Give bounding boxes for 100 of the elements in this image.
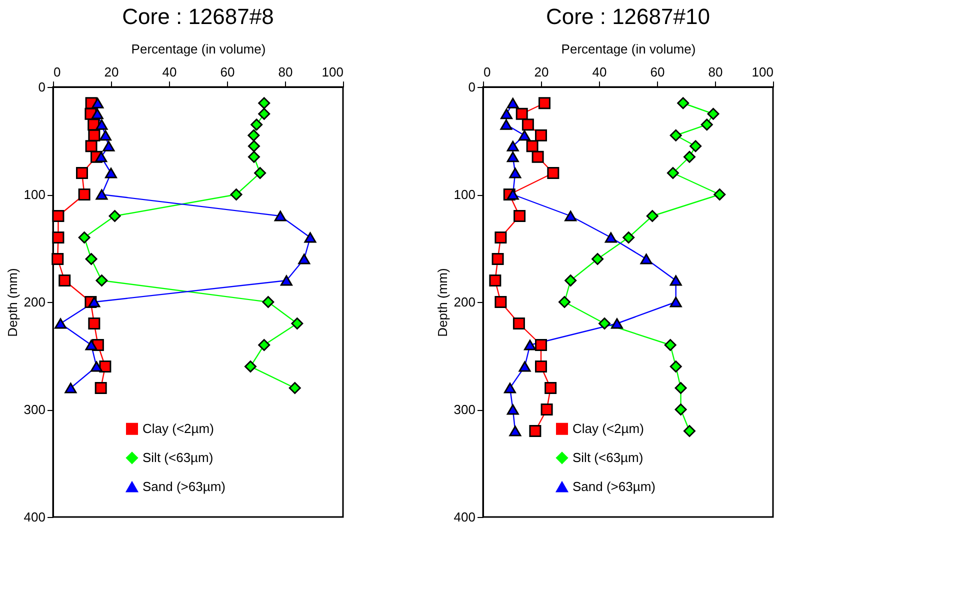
point	[96, 189, 108, 200]
point	[677, 97, 690, 110]
chart-title: Core : 12687#10	[546, 4, 710, 29]
legend-label: Sand (>63µm)	[142, 478, 226, 494]
point	[610, 318, 623, 329]
point	[640, 254, 652, 264]
point	[96, 274, 108, 286]
point	[280, 275, 292, 286]
point	[90, 361, 102, 372]
point	[92, 98, 104, 108]
point	[518, 361, 531, 372]
point	[540, 404, 553, 416]
chart-title: Core : 12687#8	[122, 4, 274, 29]
point	[102, 140, 115, 152]
point	[504, 382, 516, 394]
point	[494, 296, 507, 308]
point	[108, 210, 121, 222]
point	[96, 119, 108, 130]
x-tick-label: 0	[484, 64, 491, 80]
x-axis-title: Percentage (in volume)	[131, 42, 266, 56]
legend-label: Silt (<63µm)	[572, 450, 644, 465]
point	[670, 129, 682, 142]
y-tick-label: 200	[454, 294, 476, 310]
point	[95, 152, 108, 162]
point	[558, 296, 570, 308]
point	[670, 296, 682, 308]
x-tick-label: 40	[162, 64, 177, 80]
legend-label: Clay (<2µm)	[142, 420, 214, 436]
point	[535, 339, 547, 351]
point	[291, 318, 304, 330]
legend-label: Silt (<63µm)	[142, 450, 214, 465]
y-tick-label: 0	[38, 80, 46, 94]
point	[88, 129, 100, 142]
legend-label: Clay (<2µm)	[572, 420, 644, 436]
point	[547, 167, 560, 179]
point	[52, 253, 64, 265]
point	[506, 98, 519, 108]
point	[514, 210, 526, 222]
point	[700, 118, 713, 131]
x-tick-label: 20	[104, 64, 119, 80]
point	[707, 108, 720, 120]
point	[683, 425, 696, 437]
point	[105, 168, 117, 178]
y-tick-label: 400	[24, 510, 46, 524]
point	[274, 210, 286, 222]
point	[85, 253, 98, 265]
x-tick-label: 60	[650, 64, 665, 80]
y-tick-label: 300	[454, 402, 476, 417]
point	[506, 404, 519, 415]
point	[85, 340, 98, 350]
point	[58, 274, 71, 286]
point	[52, 210, 64, 222]
point	[670, 275, 682, 286]
point	[304, 232, 316, 243]
point	[262, 296, 274, 308]
point	[76, 167, 88, 179]
point	[529, 425, 542, 437]
legend-label: Sand (>63µm)	[572, 478, 656, 494]
point	[52, 232, 64, 244]
y-axis-title: Depth (mm)	[4, 268, 20, 337]
y-tick-label: 0	[468, 80, 476, 94]
point	[248, 150, 260, 163]
point	[512, 318, 525, 330]
point	[506, 152, 519, 162]
point	[544, 382, 557, 394]
point	[538, 97, 550, 110]
point	[564, 210, 577, 222]
point	[674, 382, 687, 394]
x-tick-label: 100	[752, 64, 774, 80]
x-tick-label: 40	[592, 64, 607, 80]
point	[524, 340, 536, 350]
point	[288, 382, 301, 394]
point	[690, 140, 702, 152]
point	[250, 118, 263, 131]
point	[78, 188, 90, 200]
point	[64, 382, 77, 394]
point	[88, 296, 100, 308]
point	[254, 167, 266, 179]
point	[666, 167, 679, 179]
point	[518, 130, 530, 141]
y-tick-label: 100	[454, 187, 476, 202]
point	[244, 360, 256, 372]
point	[516, 108, 528, 120]
point	[248, 129, 260, 142]
y-tick-label: 100	[24, 187, 46, 202]
point	[670, 360, 682, 372]
point	[91, 108, 104, 120]
point	[99, 130, 112, 141]
x-tick-label: 60	[220, 64, 235, 80]
point	[506, 140, 519, 152]
point	[522, 118, 534, 131]
point	[94, 382, 107, 394]
y-tick-label: 200	[24, 294, 46, 310]
point	[298, 254, 310, 264]
point	[258, 339, 270, 351]
point	[78, 232, 90, 244]
x-tick-label: 20	[534, 64, 549, 80]
point	[500, 119, 512, 130]
point	[506, 189, 519, 200]
y-tick-label: 300	[24, 402, 46, 417]
